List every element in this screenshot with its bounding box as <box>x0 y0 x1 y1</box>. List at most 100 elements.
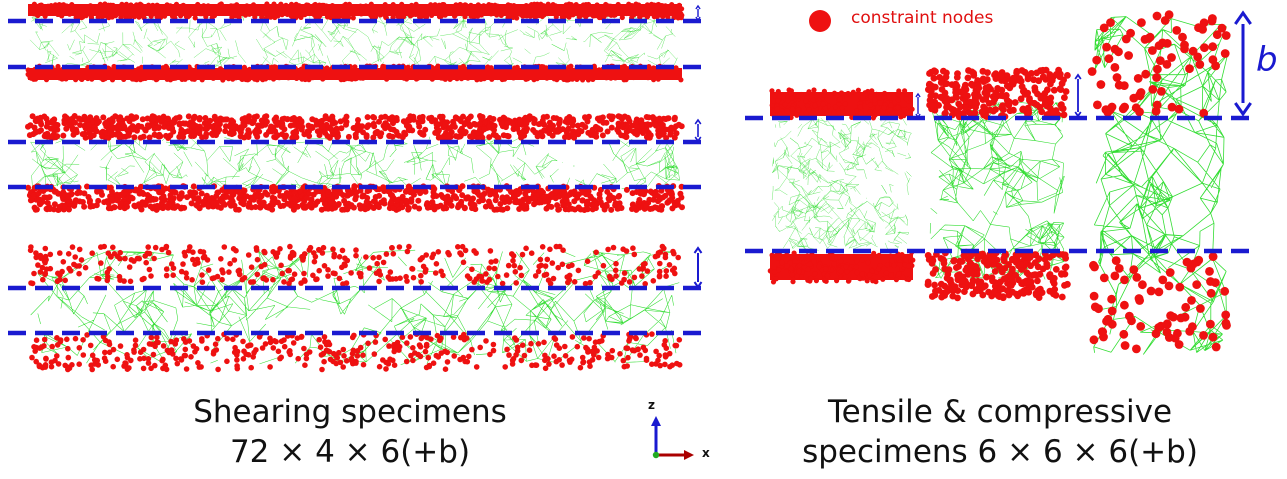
constraint-node <box>575 267 582 274</box>
constraint-node <box>122 360 128 366</box>
constraint-node <box>589 357 596 363</box>
constraint-node <box>831 109 837 116</box>
constraint-node <box>380 197 387 204</box>
constraint-node <box>380 357 386 363</box>
constraint-node <box>107 184 114 191</box>
constraint-node <box>348 270 354 276</box>
constraint-node <box>127 278 134 285</box>
constraint-node <box>889 258 895 264</box>
constraint-node <box>864 278 870 284</box>
constraint-node <box>440 272 446 279</box>
constraint-node <box>334 134 341 141</box>
constraint-node <box>176 114 183 121</box>
constraint-node <box>100 114 107 121</box>
constraint-node <box>321 358 327 365</box>
constraint-node <box>231 349 238 356</box>
constraint-node <box>626 127 633 134</box>
constraint-node <box>620 246 626 252</box>
constraint-node <box>178 356 184 362</box>
constraint-node <box>267 364 273 370</box>
constraint-node <box>901 107 907 113</box>
constraint-node <box>154 334 160 341</box>
constraint-node <box>505 262 512 269</box>
constraint-node <box>338 125 345 132</box>
constraint-node <box>858 110 864 116</box>
constraint-node <box>511 262 518 269</box>
constraint-node <box>600 262 607 269</box>
constraint-node <box>376 278 382 285</box>
constraint-node <box>649 361 655 368</box>
constraint-node <box>343 280 350 286</box>
constraint-node <box>549 260 556 266</box>
constraint-node <box>639 266 646 272</box>
constraint-node <box>652 189 659 195</box>
constraint-node <box>191 132 198 139</box>
constraint-node <box>550 275 557 282</box>
constraint-node <box>564 274 570 280</box>
constraint-node <box>639 273 645 279</box>
constraint-node <box>155 132 161 139</box>
constraint-node <box>37 114 44 121</box>
constraint-node <box>608 124 615 131</box>
constraint-node <box>873 279 879 285</box>
constraint-node <box>788 88 795 94</box>
constraint-node <box>357 205 364 212</box>
constraint-node <box>271 338 278 344</box>
constraint-node <box>517 264 523 271</box>
constraint-node <box>44 130 51 137</box>
constraint-node <box>89 366 95 373</box>
constraint-node <box>270 249 277 255</box>
constraint-node <box>42 245 49 252</box>
constraint-node <box>148 365 154 372</box>
constraint-node <box>370 254 377 261</box>
constraint-node <box>882 90 888 96</box>
constraint-node <box>542 352 548 359</box>
constraint-node <box>971 109 979 117</box>
constraint-node <box>215 366 221 373</box>
constraint-node <box>531 195 538 202</box>
constraint-node <box>998 86 1006 94</box>
constraint-node <box>345 133 352 140</box>
constraint-node <box>370 120 377 127</box>
constraint-node <box>258 117 265 124</box>
constraint-node <box>651 121 658 127</box>
constraint-node <box>95 118 102 125</box>
constraint-node <box>481 126 488 133</box>
constraint-node <box>336 275 343 282</box>
constraint-node <box>659 203 666 210</box>
constraint-node <box>584 118 591 125</box>
constraint-node <box>644 121 651 128</box>
constraint-node <box>1030 76 1038 84</box>
constraint-node <box>102 349 108 356</box>
constraint-node <box>43 115 50 122</box>
constraint-node <box>619 14 625 21</box>
constraint-node <box>560 202 567 209</box>
constraint-node <box>66 206 72 213</box>
constraint-node <box>514 125 521 132</box>
constraint-node <box>483 338 489 344</box>
constraint-node <box>415 197 422 204</box>
constraint-node <box>126 264 133 270</box>
constraint-node <box>877 100 883 106</box>
constraint-node <box>221 244 228 250</box>
constraint-node <box>203 131 210 137</box>
constraint-node <box>774 106 781 112</box>
constraint-node <box>224 358 230 365</box>
constraint-node <box>633 119 639 126</box>
constraint-node <box>906 276 912 283</box>
constraint-node <box>289 276 296 283</box>
constraint-node <box>494 206 500 213</box>
constraint-node <box>227 260 233 267</box>
constraint-node <box>316 267 323 274</box>
constraint-node <box>382 113 389 120</box>
constraint-node <box>451 353 458 359</box>
constraint-node <box>241 187 248 194</box>
shear-specimen-coarse <box>8 243 705 373</box>
constraint-node <box>382 336 389 343</box>
constraint-node <box>1039 66 1047 74</box>
constraint-node <box>33 337 40 344</box>
constraint-node <box>33 250 39 256</box>
constraint-node <box>43 256 49 263</box>
constraint-node <box>581 335 587 341</box>
constraint-node <box>33 206 40 213</box>
